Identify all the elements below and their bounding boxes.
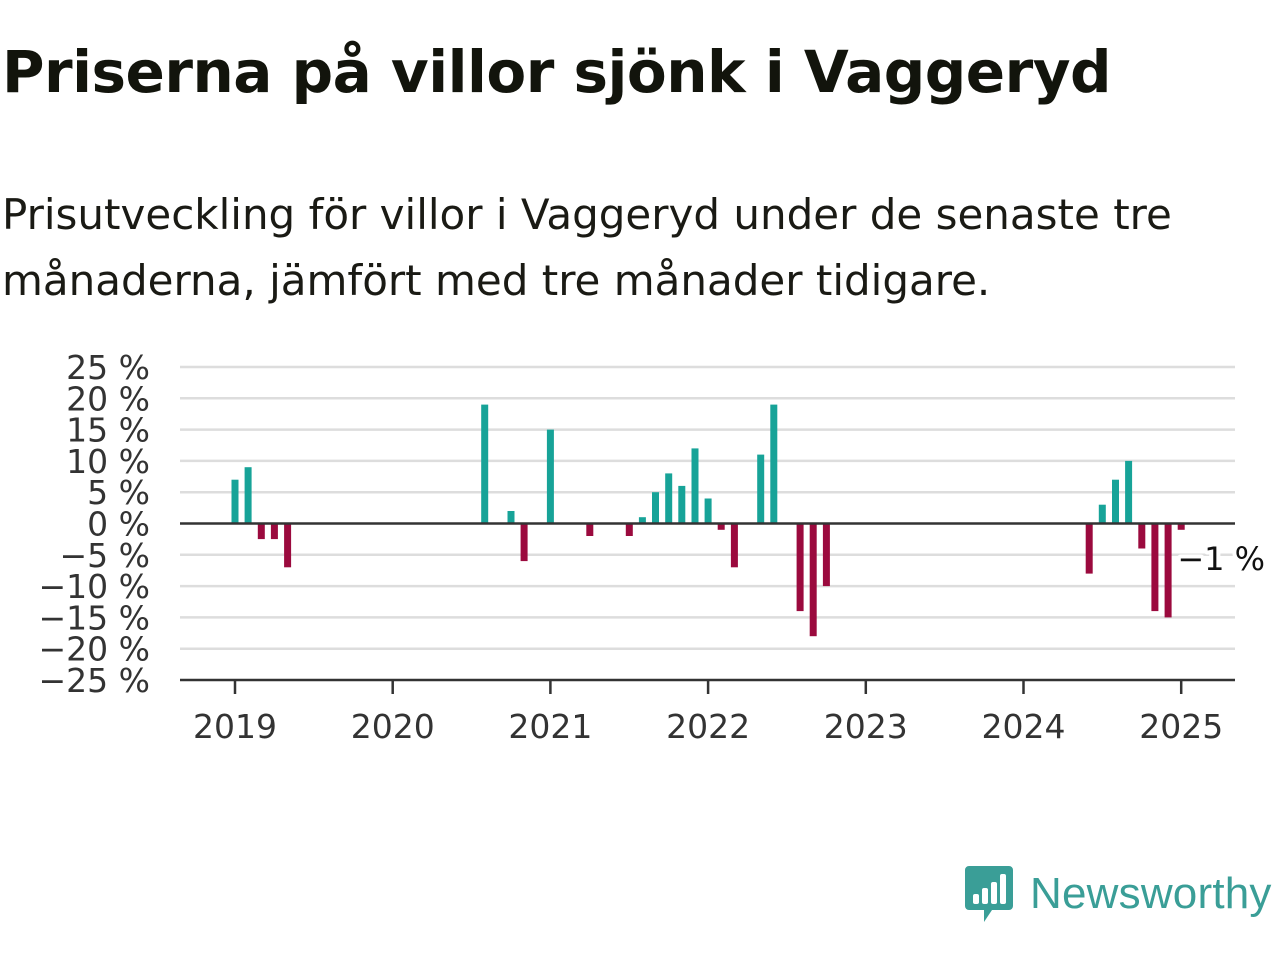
bar [1112,479,1119,524]
newsworthy-logo-icon [965,866,1013,922]
bar [652,492,659,524]
x-tick-label: 2019 [193,707,277,746]
bar [717,523,725,530]
y-tick-label: 5 % [87,473,150,512]
y-tick-label: 20 % [66,379,150,418]
bar [822,523,830,587]
x-tick-label: 2022 [666,707,750,746]
bar [1085,523,1093,574]
y-tick-label: 10 % [66,442,150,481]
x-axis-ticks: 2019 2020 2021 2022 2023 2024 2025 [193,680,1223,746]
bar [678,485,686,524]
bar [809,523,817,637]
bar [586,523,594,536]
bar [257,523,265,540]
bar [730,523,738,568]
chart-title: Priserna på villor sjönk i Vaggeryd [2,38,1112,106]
bar [284,523,292,568]
y-tick-label: −25 % [39,661,151,700]
bar [757,454,765,524]
bar [1098,504,1106,524]
bar [691,448,699,524]
annotation-label: −1 % [1177,540,1265,578]
newsworthy-logo: Newsworthy [964,864,1272,924]
x-tick-label: 2020 [351,707,435,746]
y-tick-label: −5 % [60,536,151,575]
brand-name: Newsworthy [1030,869,1272,918]
bar-chart: 25 %20 %15 %10 %5 %0 %−5 %−10 %−15 %−20 … [39,348,1270,746]
bar [481,404,489,524]
y-tick-label: 0 % [87,505,150,544]
bar [244,467,252,524]
bar [231,479,239,524]
y-tick-label: −15 % [39,598,151,637]
bars [231,404,1185,637]
bar [1177,523,1185,530]
bar [546,429,554,524]
x-tick-label: 2025 [1139,707,1223,746]
bar [625,523,633,536]
bar [704,498,712,524]
bar [1138,523,1146,549]
bar [1151,523,1159,612]
bar [770,404,778,524]
chart-subtitle: Prisutveckling för villor i Vaggeryd und… [2,190,1172,305]
x-tick-label: 2024 [982,707,1066,746]
bar [520,523,528,562]
y-tick-label: 25 % [66,348,150,387]
y-tick-label: −20 % [39,630,151,669]
bar [1125,460,1133,524]
y-tick-label: 15 % [66,411,150,450]
y-axis-labels: 25 %20 %15 %10 %5 %0 %−5 %−10 %−15 %−20 … [39,348,151,700]
bar [796,523,804,612]
bar [507,511,515,524]
grid-lines [180,365,1235,650]
annotation: −1 % [1173,536,1269,582]
bar [1164,523,1172,618]
bar [665,473,673,524]
y-tick-label: −10 % [39,567,151,606]
bar [270,523,278,540]
bar [638,517,646,524]
x-tick-label: 2023 [824,707,908,746]
x-tick-label: 2021 [508,707,592,746]
